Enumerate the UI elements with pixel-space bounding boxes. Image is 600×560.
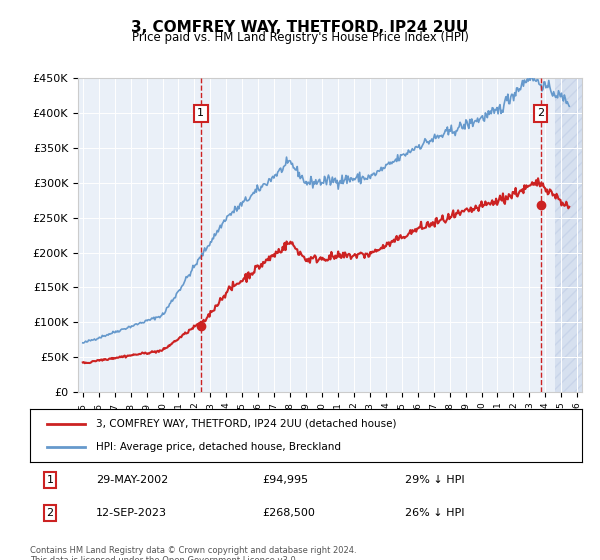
Text: 29% ↓ HPI: 29% ↓ HPI bbox=[406, 475, 465, 485]
Bar bbox=[555, 78, 582, 392]
Text: 29-MAY-2002: 29-MAY-2002 bbox=[96, 475, 169, 485]
Text: Price paid vs. HM Land Registry's House Price Index (HPI): Price paid vs. HM Land Registry's House … bbox=[131, 31, 469, 44]
Text: Contains HM Land Registry data © Crown copyright and database right 2024.
This d: Contains HM Land Registry data © Crown c… bbox=[30, 546, 356, 560]
Text: £94,995: £94,995 bbox=[262, 475, 308, 485]
Text: 2: 2 bbox=[537, 108, 544, 118]
Text: 26% ↓ HPI: 26% ↓ HPI bbox=[406, 508, 465, 518]
Text: 3, COMFREY WAY, THETFORD, IP24 2UU: 3, COMFREY WAY, THETFORD, IP24 2UU bbox=[131, 20, 469, 35]
Text: 1: 1 bbox=[197, 108, 205, 118]
Text: HPI: Average price, detached house, Breckland: HPI: Average price, detached house, Brec… bbox=[96, 442, 341, 452]
Text: 3, COMFREY WAY, THETFORD, IP24 2UU (detached house): 3, COMFREY WAY, THETFORD, IP24 2UU (deta… bbox=[96, 419, 397, 429]
Text: 2: 2 bbox=[47, 508, 53, 518]
Text: 1: 1 bbox=[47, 475, 53, 485]
Text: £268,500: £268,500 bbox=[262, 508, 315, 518]
Text: 12-SEP-2023: 12-SEP-2023 bbox=[96, 508, 167, 518]
